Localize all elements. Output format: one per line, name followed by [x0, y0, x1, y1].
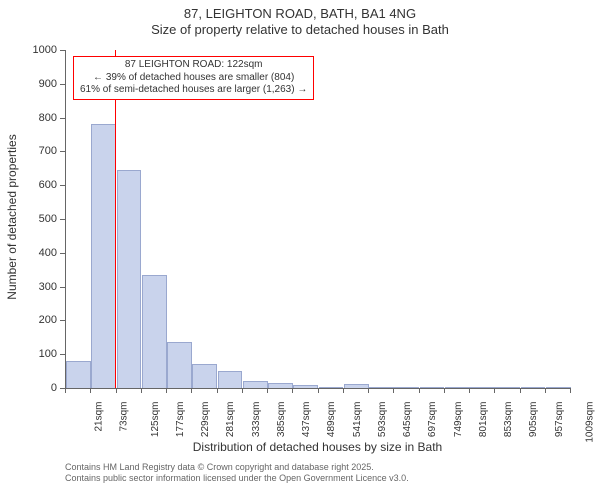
- x-tick-mark: [267, 388, 268, 393]
- y-tick-mark: [60, 354, 65, 355]
- x-tick-label: 21sqm: [94, 402, 105, 432]
- attribution-line-2: Contains public sector information licen…: [65, 473, 409, 484]
- histogram-bar: [243, 381, 268, 388]
- histogram-bar: [420, 387, 445, 388]
- title-line-1: 87, LEIGHTON ROAD, BATH, BA1 4NG: [0, 6, 600, 22]
- x-tick-label: 697sqm: [427, 402, 438, 438]
- x-tick-mark: [494, 388, 495, 393]
- y-tick-mark: [60, 118, 65, 119]
- x-tick-label: 385sqm: [276, 402, 287, 438]
- x-tick-mark: [141, 388, 142, 393]
- title-line-2: Size of property relative to detached ho…: [0, 22, 600, 38]
- x-tick-label: 905sqm: [528, 402, 539, 438]
- x-tick-mark: [520, 388, 521, 393]
- x-tick-label: 541sqm: [352, 402, 363, 438]
- attribution-line-1: Contains HM Land Registry data © Crown c…: [65, 462, 409, 473]
- x-tick-mark: [90, 388, 91, 393]
- histogram-bar: [91, 124, 116, 388]
- y-tick-mark: [60, 50, 65, 51]
- histogram-bar: [117, 170, 142, 388]
- histogram-bar: [369, 387, 394, 388]
- x-tick-mark: [65, 388, 66, 393]
- y-tick-mark: [60, 185, 65, 186]
- x-tick-mark: [419, 388, 420, 393]
- info-box-line: 87 LEIGHTON ROAD: 122sqm: [80, 59, 307, 72]
- property-marker-line: [115, 50, 116, 388]
- y-tick-mark: [60, 84, 65, 85]
- chart-title: 87, LEIGHTON ROAD, BATH, BA1 4NG Size of…: [0, 6, 600, 37]
- x-tick-mark: [444, 388, 445, 393]
- plot-area: [65, 50, 571, 389]
- x-tick-label: 437sqm: [301, 402, 312, 438]
- x-tick-label: 281sqm: [225, 402, 236, 438]
- histogram-bar: [521, 387, 546, 388]
- x-tick-mark: [217, 388, 218, 393]
- property-info-box: 87 LEIGHTON ROAD: 122sqm← 39% of detache…: [73, 56, 314, 100]
- x-axis-label: Distribution of detached houses by size …: [65, 440, 570, 454]
- y-tick-mark: [60, 320, 65, 321]
- histogram-bar: [66, 361, 91, 388]
- histogram-bar: [394, 387, 419, 388]
- x-tick-label: 177sqm: [175, 402, 186, 438]
- x-tick-mark: [368, 388, 369, 393]
- y-axis-label: Number of detached properties: [5, 117, 19, 317]
- x-tick-label: 593sqm: [377, 402, 388, 438]
- x-tick-mark: [343, 388, 344, 393]
- x-tick-mark: [318, 388, 319, 393]
- histogram-bar: [470, 387, 495, 388]
- x-tick-mark: [242, 388, 243, 393]
- histogram-bar: [344, 384, 369, 388]
- histogram-bar: [268, 383, 293, 388]
- x-tick-label: 489sqm: [326, 402, 337, 438]
- x-tick-mark: [116, 388, 117, 393]
- chart-container: 87, LEIGHTON ROAD, BATH, BA1 4NG Size of…: [0, 0, 600, 500]
- x-tick-label: 333sqm: [251, 402, 262, 438]
- info-box-line: ← 39% of detached houses are smaller (80…: [80, 72, 307, 85]
- x-tick-label: 801sqm: [478, 402, 489, 438]
- histogram-bar: [142, 275, 167, 388]
- histogram-bar: [495, 387, 520, 388]
- info-box-line: 61% of semi-detached houses are larger (…: [80, 84, 307, 97]
- x-tick-label: 853sqm: [503, 402, 514, 438]
- histogram-bar: [546, 387, 571, 388]
- histogram-bar: [445, 387, 470, 388]
- x-tick-label: 229sqm: [200, 402, 211, 438]
- x-tick-label: 1009sqm: [584, 402, 595, 443]
- x-tick-label: 125sqm: [150, 402, 161, 438]
- x-tick-mark: [545, 388, 546, 393]
- y-tick-mark: [60, 151, 65, 152]
- y-tick-mark: [60, 219, 65, 220]
- x-tick-label: 73sqm: [119, 402, 130, 432]
- x-tick-mark: [469, 388, 470, 393]
- y-tick-mark: [60, 287, 65, 288]
- histogram-bar: [192, 364, 217, 388]
- attribution: Contains HM Land Registry data © Crown c…: [65, 462, 409, 485]
- x-tick-mark: [166, 388, 167, 393]
- histogram-bar: [218, 371, 243, 388]
- histogram-bar: [167, 342, 192, 388]
- y-tick-label: 0: [0, 382, 57, 394]
- y-tick-mark: [60, 253, 65, 254]
- x-tick-mark: [570, 388, 571, 393]
- x-tick-label: 645sqm: [402, 402, 413, 438]
- y-tick-label: 900: [0, 78, 57, 90]
- x-tick-mark: [191, 388, 192, 393]
- x-tick-mark: [292, 388, 293, 393]
- histogram-bar: [319, 387, 344, 388]
- x-tick-label: 749sqm: [453, 402, 464, 438]
- histogram-bar: [293, 385, 318, 388]
- y-tick-label: 1000: [0, 44, 57, 56]
- x-tick-label: 957sqm: [554, 402, 565, 438]
- x-tick-mark: [393, 388, 394, 393]
- y-tick-label: 100: [0, 348, 57, 360]
